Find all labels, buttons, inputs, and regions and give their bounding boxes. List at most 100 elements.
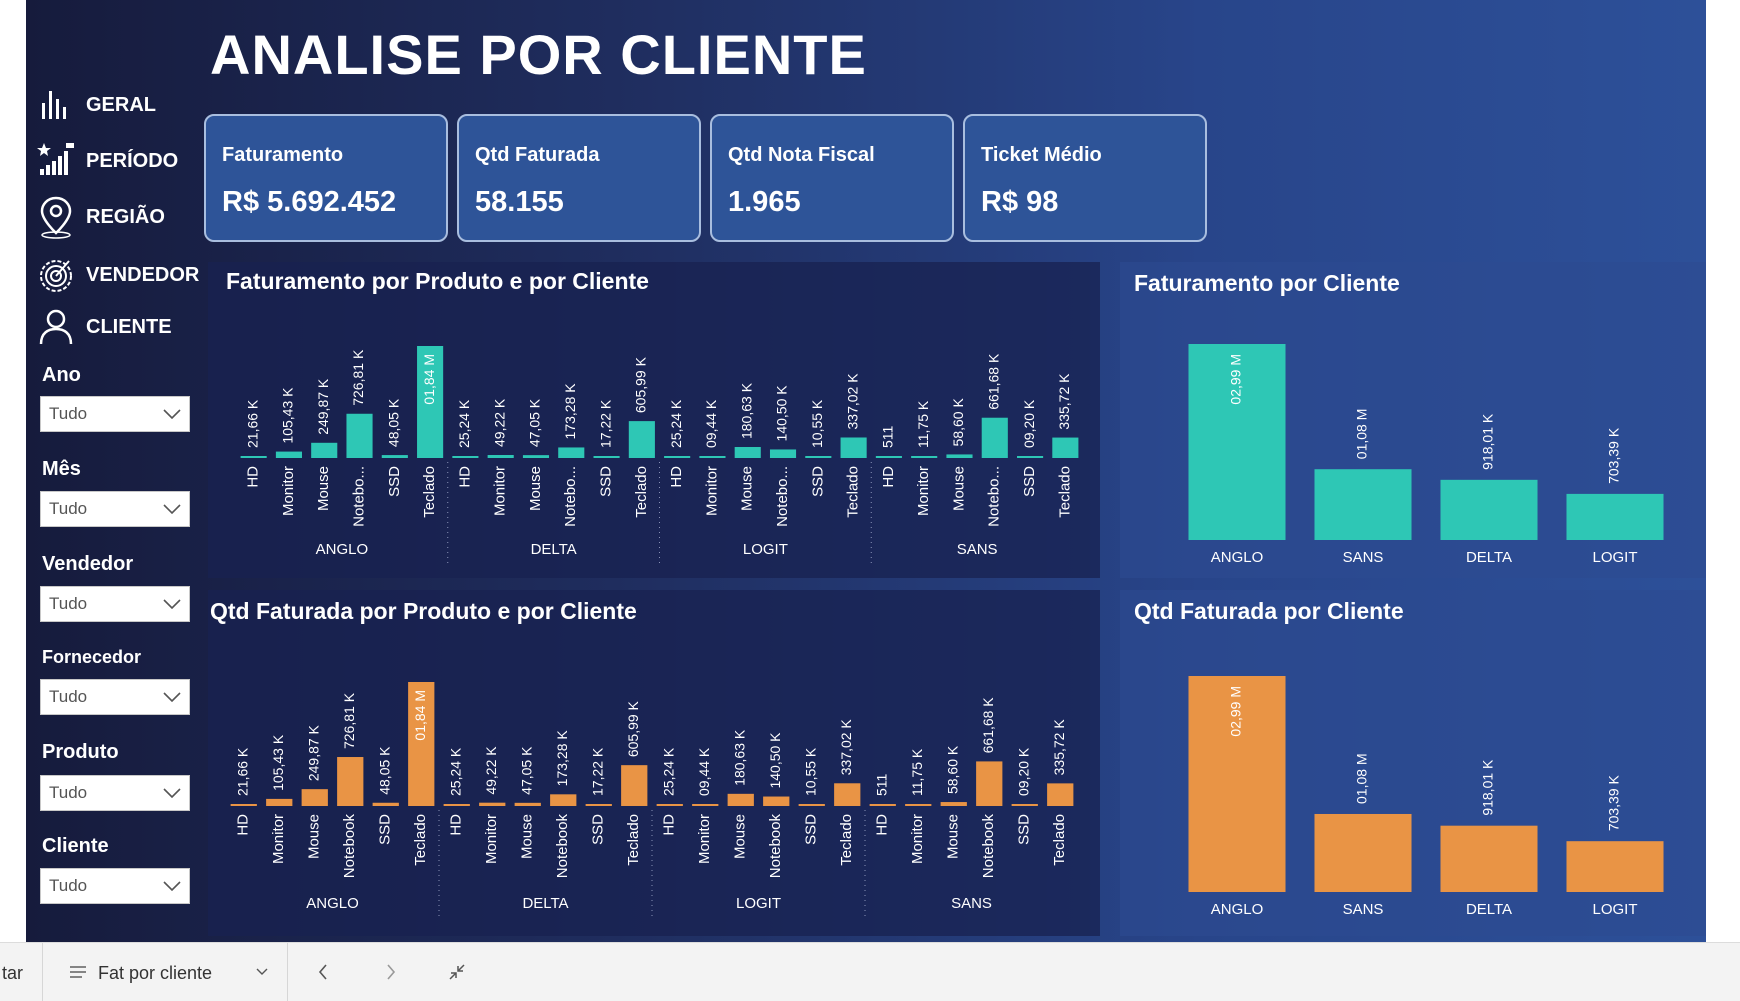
panel-fat-cliente: Faturamento por Cliente 02,99 M ANGLO 01,0… (1120, 262, 1706, 578)
filter-label-mes: Mês (42, 458, 81, 480)
kpi-value: 58.155 (475, 186, 564, 218)
data-label: 01,08 M (1354, 753, 1370, 804)
nav-item-periodo[interactable]: PERÍODO (36, 140, 211, 182)
data-label: 58,60 K (950, 398, 966, 447)
nav-item-geral[interactable]: GERAL (36, 84, 211, 126)
filter-dropdown-mes[interactable]: Tudo (40, 491, 190, 527)
category-tick-label: Mouse (950, 466, 967, 511)
data-label: 48,05 K (386, 398, 402, 447)
group-label: DELTA (531, 541, 577, 558)
chart-title: Qtd Faturada por Produto e por Cliente (210, 598, 637, 624)
panel-qtd-cliente: Qtd Faturada por Cliente 02,99 M ANGLO 01,… (1120, 590, 1706, 936)
data-label: 105,43 K (270, 734, 286, 791)
data-label: 335,72 K (1056, 373, 1072, 430)
dropdown-value: Tudo (49, 687, 88, 706)
data-label: 02,99 M (1228, 686, 1244, 737)
category-tick-label: HD (456, 466, 473, 488)
data-label: 918,01 K (1480, 413, 1496, 470)
bar (628, 421, 655, 458)
page-title: ANALISE POR CLIENTE (210, 23, 867, 86)
bar (514, 802, 541, 806)
nav-item-vendedor[interactable]: VENDEDOR (36, 254, 211, 296)
chart-title: Faturamento por Produto e por Cliente (226, 268, 649, 294)
filter-dropdown-cliente[interactable]: Tudo (40, 868, 190, 904)
filter-dropdown-ano[interactable]: Tudo (40, 396, 190, 432)
panel-fat-produto-cliente: Faturamento por Produto e por Cliente 21… (208, 262, 1100, 578)
kpi-label: Ticket Médio (981, 144, 1102, 166)
category-tick-label: Monitor (696, 814, 713, 864)
filter-dropdown-vendedor[interactable]: Tudo (40, 586, 190, 622)
bar (408, 682, 435, 806)
page-navigation-bar: tar Fat por cliente (0, 942, 1740, 1001)
bar (946, 454, 973, 458)
data-label: 47,05 K (527, 398, 543, 447)
dropdown-value: Tudo (49, 594, 88, 613)
data-label: 249,87 K (315, 378, 331, 435)
data-label: 140,50 K (774, 385, 790, 442)
nav-item-regiao[interactable]: REGIÃO (36, 196, 211, 239)
bar (911, 456, 938, 458)
category-tick-label: Teclado (421, 466, 438, 518)
data-label: 605,99 K (625, 700, 641, 757)
chevron-down-icon[interactable] (256, 968, 268, 976)
dropdown-value: Tudo (49, 499, 88, 518)
window-edge (1706, 0, 1740, 942)
filter-dropdown-produto[interactable]: Tudo (40, 775, 190, 811)
category-tick-label: HD (874, 814, 891, 836)
chart-title: Qtd Faturada por Cliente (1134, 598, 1404, 624)
category-tick-label: Notebo... (350, 466, 367, 527)
chevron-right-icon (387, 964, 396, 980)
list-icon (70, 966, 86, 978)
bar (1011, 804, 1038, 806)
chevron-left-icon (318, 964, 327, 980)
group-label: ANGLO (306, 895, 359, 912)
category-tick-label: Mouse (732, 814, 749, 859)
bar (337, 757, 364, 806)
page-selector-label[interactable]: Fat por cliente (98, 963, 213, 983)
chevron-down-icon (163, 881, 181, 891)
previous-page-button[interactable] (308, 957, 338, 987)
category-tick-label: Notebo... (986, 466, 1003, 527)
data-label: 703,39 K (1606, 774, 1622, 831)
filter-dropdown-fornecedor[interactable]: Tudo (40, 679, 190, 715)
bar (621, 765, 648, 806)
next-page-button[interactable] (376, 957, 406, 987)
data-label: 09,44 K (703, 399, 719, 448)
data-label: 09,20 K (1015, 747, 1031, 796)
category-tick-label: Teclado (845, 466, 862, 518)
bar (479, 802, 506, 806)
data-label: 337,02 K (838, 719, 854, 776)
fit-page-button[interactable] (442, 957, 472, 987)
data-label: 249,87 K (305, 724, 321, 781)
data-label: 01,84 M (412, 690, 428, 741)
bar (769, 449, 797, 458)
page-tab-partial-label[interactable]: tar (2, 963, 24, 983)
data-label: 180,63 K (731, 729, 747, 786)
data-label: 180,63 K (738, 382, 754, 439)
kpi-value: 1.965 (728, 186, 801, 218)
bar (230, 804, 257, 806)
data-label: 140,50 K (767, 732, 783, 789)
data-label: 10,55 K (802, 747, 818, 796)
kpi-label: Faturamento (222, 144, 344, 166)
data-label: 09,44 K (696, 747, 712, 796)
bar (443, 804, 470, 806)
chevron-down-icon (163, 409, 181, 419)
bar (940, 802, 967, 806)
bar (522, 455, 550, 458)
data-label: 01,08 M (1354, 409, 1370, 460)
data-label: 21,66 K (244, 399, 260, 448)
map-pin-icon (40, 196, 72, 239)
data-label: 173,28 K (562, 383, 578, 440)
kpi-value: R$ 98 (981, 186, 1059, 218)
category-tick-label: HD (245, 466, 262, 488)
filter-label-fornecedor: Fornecedor (42, 647, 142, 667)
bar (981, 417, 1008, 458)
bar (372, 802, 399, 806)
chevron-down-icon (163, 504, 181, 514)
category-tick-label: Notebo... (562, 466, 579, 527)
nav-item-cliente[interactable]: CLIENTE (36, 306, 211, 348)
filter-label-cliente: Cliente (42, 835, 109, 857)
data-label: 605,99 K (633, 356, 649, 413)
bar (798, 804, 825, 806)
